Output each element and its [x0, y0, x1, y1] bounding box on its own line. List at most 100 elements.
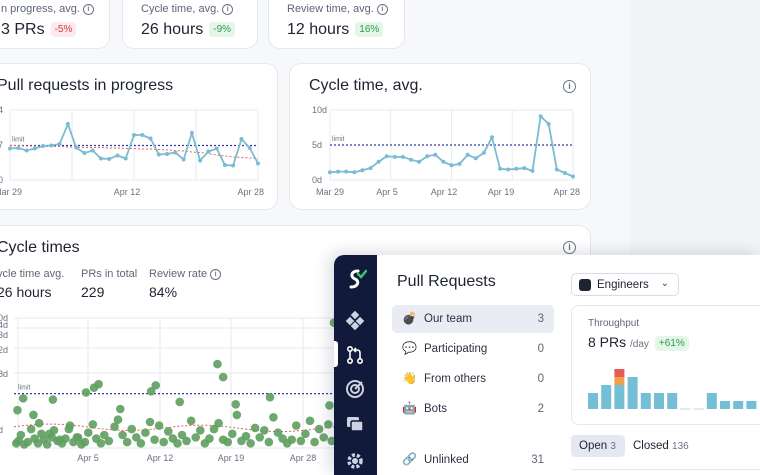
- data-point: [122, 437, 132, 447]
- data-point: [145, 417, 155, 427]
- gear-icon[interactable]: [343, 449, 367, 473]
- data-point: [45, 429, 54, 439]
- data-point: [123, 156, 128, 161]
- team-select[interactable]: Engineers ⌄: [571, 273, 679, 296]
- data-point: [273, 428, 283, 437]
- data-point: [65, 122, 70, 126]
- data-point: [352, 170, 357, 175]
- metric-label: PRs in total: [81, 268, 138, 280]
- data-point: [90, 148, 95, 153]
- data-point: [305, 416, 315, 426]
- nav-item-from-others[interactable]: 👋 From others 0: [392, 365, 554, 393]
- nav-item-unlinked[interactable]: 🔗 Unlinked 31: [392, 446, 554, 474]
- data-point: [325, 401, 334, 410]
- data-point: [83, 428, 93, 437]
- data-point: [360, 168, 365, 173]
- stat-value: 12 hours 16%: [287, 21, 384, 39]
- team-logo-icon: [579, 279, 591, 291]
- nav-rail: [334, 255, 377, 475]
- nav-label: Our team: [424, 313, 472, 325]
- page-title: Pull Requests: [397, 273, 496, 290]
- data-point: [148, 136, 153, 141]
- x-tick-label: Apr 5: [77, 453, 99, 463]
- y-tick-label: 4: [0, 105, 3, 115]
- tab-label: Closed: [633, 440, 669, 452]
- data-point: [127, 424, 137, 434]
- data-point: [189, 131, 194, 135]
- metric-value: 26 hours: [0, 284, 52, 300]
- data-point: [182, 436, 191, 446]
- throughput-bar: [667, 393, 678, 409]
- nav-count: 31: [531, 454, 544, 466]
- pull-request-icon[interactable]: [343, 343, 367, 367]
- data-point: [554, 167, 559, 172]
- data-point: [57, 142, 62, 146]
- trend-line: [13, 423, 335, 433]
- metric-value: 229: [81, 284, 105, 300]
- data-point: [481, 150, 486, 155]
- data-point: [23, 437, 33, 447]
- data-point: [291, 421, 301, 430]
- throughput-bar: [733, 401, 744, 409]
- data-point: [222, 163, 227, 167]
- metric-label: ycle time avg.: [0, 268, 65, 280]
- throughput-bar: [720, 401, 730, 409]
- nav-item-participating[interactable]: 💬 Participating 0: [392, 335, 554, 363]
- x-tick-label: Apr 28: [290, 453, 317, 463]
- data-point: [265, 392, 275, 402]
- data-point: [198, 158, 203, 163]
- data-point: [181, 157, 186, 162]
- stat-value: 26 hours -9%: [141, 21, 236, 39]
- data-point: [457, 161, 462, 166]
- app-logo-icon[interactable]: [343, 267, 367, 291]
- data-point: [546, 122, 551, 126]
- data-point: [195, 425, 205, 435]
- data-point: [327, 436, 337, 446]
- y-tick-label: 2d: [0, 345, 8, 355]
- data-point: [115, 153, 120, 158]
- nav-item-our-team[interactable]: 💣 Our team 3: [392, 305, 554, 333]
- throughput-label: Throughput: [588, 318, 640, 329]
- data-point: [156, 152, 161, 157]
- data-point: [8, 146, 12, 151]
- target-icon[interactable]: [343, 377, 367, 401]
- data-point: [264, 437, 274, 447]
- data-point: [150, 435, 159, 445]
- nav-item-bots[interactable]: 🤖 Bots 2: [392, 395, 554, 423]
- tab-open[interactable]: Open 3: [571, 435, 625, 457]
- data-point: [146, 386, 156, 396]
- data-point: [80, 437, 90, 447]
- data-point: [465, 152, 470, 157]
- info-icon[interactable]: i: [82, 3, 94, 15]
- data-point: [94, 379, 103, 389]
- change-badge: -5%: [50, 22, 77, 38]
- y-tick-label: 0d: [0, 313, 8, 323]
- waving-hand-icon: 👋: [402, 371, 417, 385]
- data-point: [34, 418, 44, 428]
- info-icon[interactable]: i: [376, 3, 388, 15]
- info-icon[interactable]: i: [563, 80, 576, 93]
- data-point: [269, 412, 278, 422]
- throughput-chart: [588, 369, 757, 410]
- info-icon[interactable]: i: [563, 241, 576, 254]
- data-point: [571, 174, 575, 179]
- data-point: [16, 146, 21, 150]
- data-point: [99, 430, 109, 440]
- throughput-bar: [654, 393, 664, 409]
- nav-count: 3: [537, 313, 544, 325]
- info-icon[interactable]: i: [210, 268, 222, 280]
- data-point: [287, 435, 297, 445]
- stat-card-cycle-time: Cycle time, avg. i 26 hours -9%: [122, 0, 258, 49]
- data-point: [24, 148, 29, 153]
- y-tick-label: 3d: [0, 330, 8, 340]
- stat-label: n progress, avg. i: [1, 3, 94, 15]
- windows-icon[interactable]: [343, 412, 367, 436]
- dashboard-icon[interactable]: [343, 309, 367, 333]
- data-point: [110, 422, 119, 432]
- data-point: [498, 166, 503, 171]
- data-point: [48, 395, 58, 404]
- info-icon[interactable]: i: [222, 3, 234, 15]
- y-tick-label: 0d: [312, 175, 322, 185]
- nav-label: Unlinked: [424, 454, 469, 466]
